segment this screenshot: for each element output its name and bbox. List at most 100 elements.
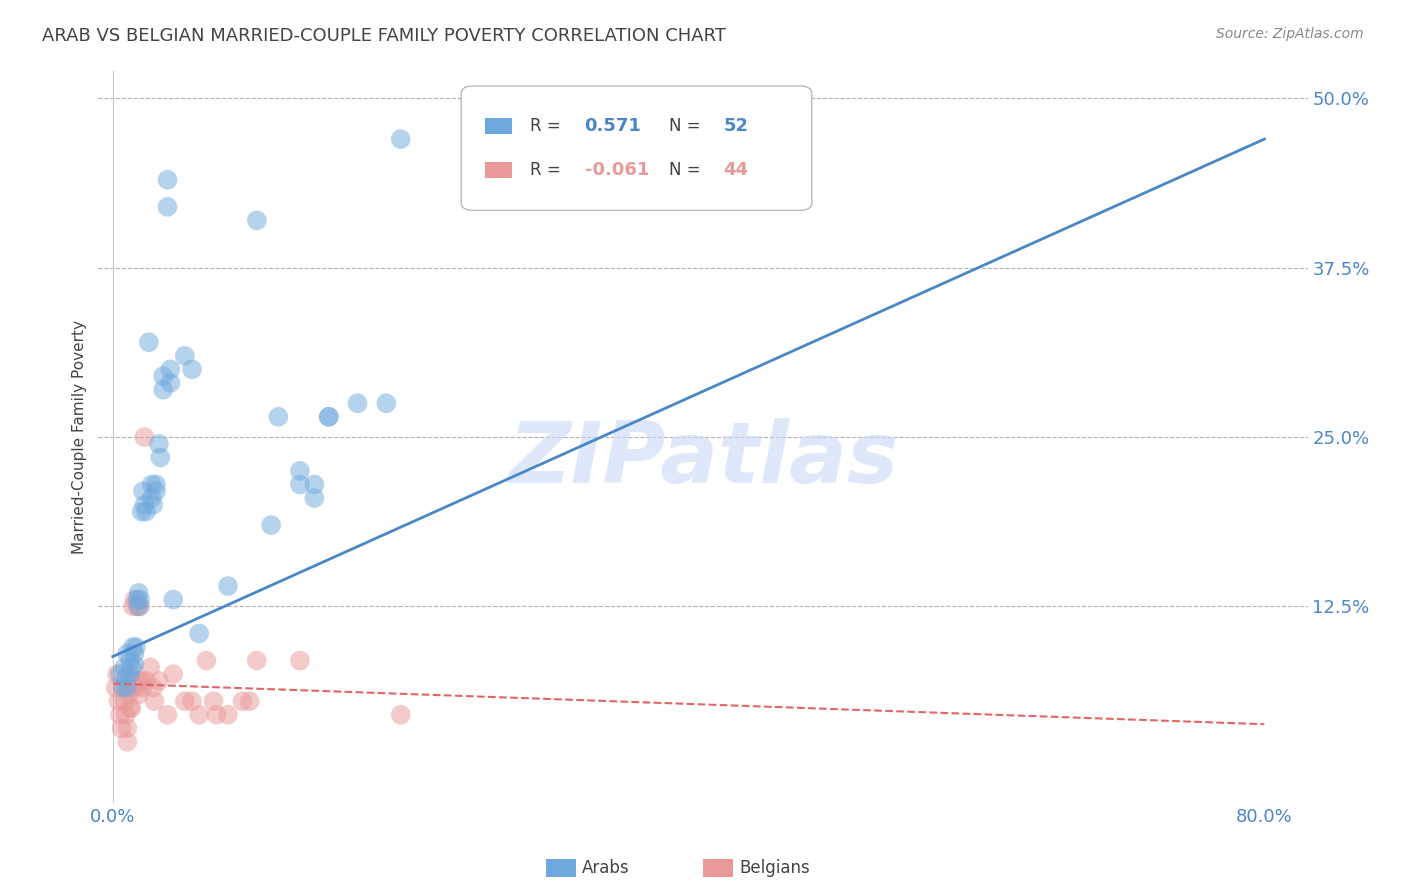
Point <box>125 640 148 654</box>
Point <box>267 409 290 424</box>
FancyBboxPatch shape <box>485 162 512 178</box>
Text: -0.061: -0.061 <box>585 161 650 179</box>
FancyBboxPatch shape <box>485 118 512 135</box>
Point <box>111 681 134 695</box>
Point <box>115 721 138 735</box>
Point <box>156 200 179 214</box>
Text: R =: R = <box>530 117 567 136</box>
Point <box>135 505 157 519</box>
Point <box>162 592 184 607</box>
Point <box>246 213 269 227</box>
Point <box>304 491 326 505</box>
Text: N =: N = <box>669 161 706 179</box>
Point <box>156 172 179 186</box>
Text: 0.571: 0.571 <box>585 117 641 136</box>
Point <box>141 477 163 491</box>
Point <box>188 626 211 640</box>
Point <box>128 599 150 614</box>
Point <box>375 396 398 410</box>
Point <box>128 673 150 688</box>
Point <box>181 694 204 708</box>
Point <box>114 671 136 685</box>
Point <box>288 464 311 478</box>
Point <box>120 654 142 668</box>
Point <box>246 654 269 668</box>
Point <box>139 660 162 674</box>
Point <box>129 599 152 614</box>
Text: N =: N = <box>669 117 706 136</box>
Point <box>145 477 167 491</box>
Point <box>120 667 142 681</box>
Point <box>115 681 138 695</box>
Point <box>156 707 179 722</box>
Point <box>112 694 135 708</box>
Point <box>389 132 412 146</box>
Point <box>124 673 146 688</box>
Point <box>318 409 340 424</box>
Point <box>288 477 311 491</box>
Text: ARAB VS BELGIAN MARRIED-COUPLE FAMILY POVERTY CORRELATION CHART: ARAB VS BELGIAN MARRIED-COUPLE FAMILY PO… <box>42 27 725 45</box>
Point <box>129 592 152 607</box>
Point <box>195 654 218 668</box>
Point <box>138 335 160 350</box>
Point <box>124 657 146 672</box>
Point <box>124 592 146 607</box>
Point <box>162 667 184 681</box>
Point <box>231 694 253 708</box>
Point <box>188 707 211 722</box>
Point <box>121 660 143 674</box>
Point <box>142 498 165 512</box>
Point <box>120 701 142 715</box>
Point <box>145 484 167 499</box>
Point <box>389 707 412 722</box>
Point <box>127 592 149 607</box>
Point <box>173 694 195 708</box>
Point <box>110 721 132 735</box>
FancyBboxPatch shape <box>546 859 576 878</box>
Text: Arabs: Arabs <box>582 859 630 877</box>
Point <box>159 376 181 390</box>
Point <box>202 694 225 708</box>
Text: Belgians: Belgians <box>740 859 810 877</box>
Point <box>141 491 163 505</box>
Point <box>104 681 127 695</box>
Point <box>217 579 239 593</box>
Point <box>149 450 172 465</box>
Point <box>121 701 143 715</box>
Point <box>121 681 143 695</box>
Point <box>135 673 157 688</box>
Text: 52: 52 <box>724 117 748 136</box>
Point <box>142 681 165 695</box>
Point <box>122 599 145 614</box>
Point <box>128 688 150 702</box>
Text: ZIPatlas: ZIPatlas <box>508 417 898 500</box>
Point <box>148 673 170 688</box>
Point <box>148 437 170 451</box>
FancyBboxPatch shape <box>461 86 811 211</box>
Point <box>304 477 326 491</box>
Point <box>112 660 135 674</box>
Point <box>132 681 155 695</box>
Point <box>115 647 138 661</box>
Point <box>239 694 262 708</box>
Point <box>108 707 131 722</box>
Point <box>134 430 156 444</box>
Point <box>318 409 340 424</box>
Point <box>115 735 138 749</box>
Point <box>181 362 204 376</box>
Point <box>217 707 239 722</box>
Point <box>346 396 368 410</box>
Point <box>131 505 153 519</box>
Point <box>134 498 156 512</box>
Point <box>125 681 148 695</box>
Point <box>108 667 131 681</box>
Point <box>132 484 155 499</box>
FancyBboxPatch shape <box>703 859 734 878</box>
Point <box>288 654 311 668</box>
Text: Source: ZipAtlas.com: Source: ZipAtlas.com <box>1216 27 1364 41</box>
Point <box>127 599 149 614</box>
Point <box>159 362 181 376</box>
Point <box>124 647 146 661</box>
Point <box>152 369 174 384</box>
Point <box>111 681 134 695</box>
